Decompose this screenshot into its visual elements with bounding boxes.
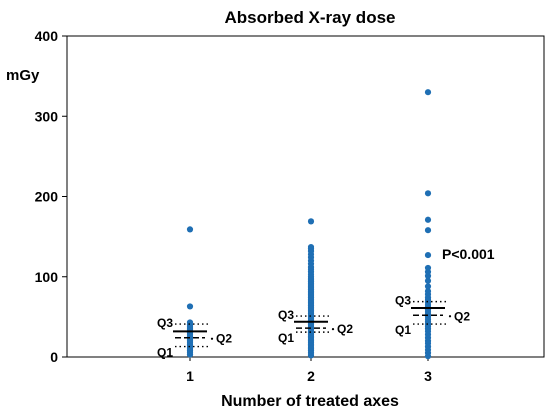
y-tick-label: 100 (35, 269, 59, 285)
q2-marker-dot (331, 328, 335, 331)
y-tick-label: 200 (35, 189, 59, 205)
data-point (424, 277, 432, 284)
q3-label: Q3 (278, 308, 294, 322)
chart-title: Absorbed X-ray dose (225, 8, 396, 27)
data-point (424, 251, 432, 259)
data-point (424, 190, 432, 197)
data-point (424, 283, 432, 290)
x-tick-label: 2 (307, 368, 315, 384)
data-point (424, 216, 432, 223)
data-point (424, 89, 432, 96)
q2-label: Q2 (337, 322, 353, 336)
plot-frame (66, 35, 545, 358)
q1-label: Q1 (157, 346, 173, 360)
data-point (424, 264, 432, 272)
q2-label: Q2 (216, 332, 232, 346)
q2-marker-dot (210, 337, 214, 340)
q3-label: Q3 (157, 316, 173, 330)
data-point (424, 227, 432, 234)
data-point (186, 319, 194, 326)
y-tick-label: 300 (35, 108, 59, 124)
p-value-annotation: P<0.001 (442, 246, 495, 262)
data-point (307, 218, 315, 225)
q1-label: Q1 (395, 323, 411, 337)
q2-label: Q2 (454, 309, 470, 323)
x-tick-label: 3 (424, 368, 432, 384)
data-point (186, 226, 194, 233)
y-tick-label: 400 (35, 28, 59, 44)
q3-label: Q3 (395, 294, 411, 308)
data-point (307, 243, 315, 251)
data-point (186, 303, 194, 310)
x-axis-label: Number of treated axes (221, 393, 399, 410)
q2-marker-dot (448, 315, 452, 318)
q1-label: Q1 (278, 331, 294, 345)
x-tick-label: 1 (186, 368, 194, 384)
y-tick-label: 0 (50, 349, 58, 365)
data-point (424, 288, 432, 295)
y-axis-label: mGy (6, 67, 40, 84)
